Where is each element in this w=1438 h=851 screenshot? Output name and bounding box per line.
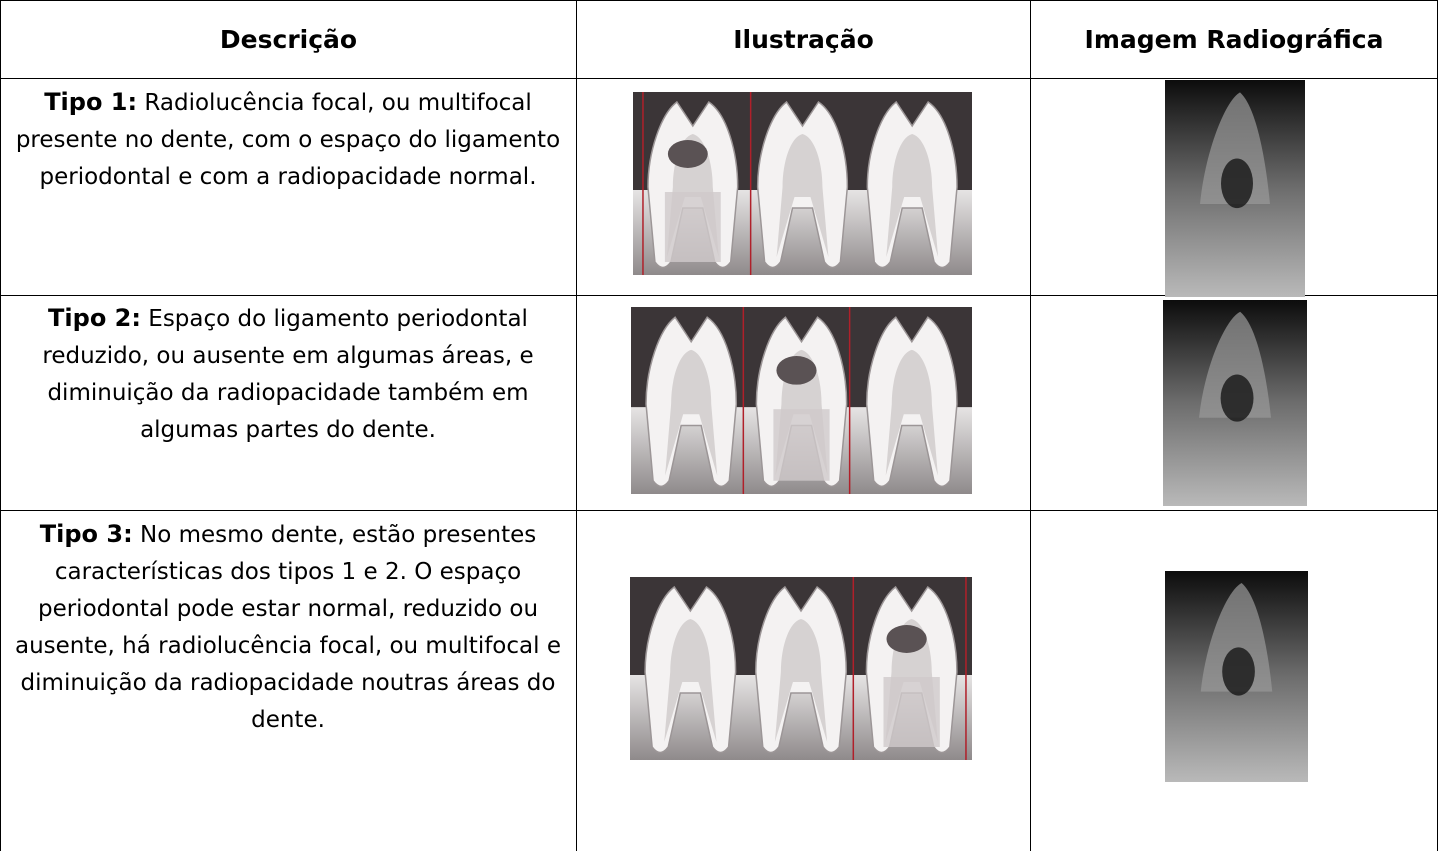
pulp bbox=[885, 349, 938, 476]
description: Tipo 2: Espaço do ligamento periodontal … bbox=[4, 300, 572, 449]
pulp bbox=[665, 349, 718, 476]
pulp bbox=[776, 134, 829, 257]
resorption bbox=[883, 677, 940, 747]
tooth-shadow bbox=[1200, 583, 1273, 692]
type-label: Tipo 3: bbox=[39, 520, 133, 548]
radiograph bbox=[1165, 80, 1305, 297]
illustration bbox=[630, 577, 972, 760]
lesion-shadow bbox=[1222, 647, 1255, 696]
illustration bbox=[633, 92, 972, 275]
type-text: Espaço do ligamento periodontal reduzido… bbox=[42, 306, 534, 443]
border bbox=[0, 78, 1438, 79]
type-text: No mesmo dente, estão presentes caracter… bbox=[15, 522, 561, 733]
illustration bbox=[631, 307, 972, 494]
description: Tipo 1: Radiolucência focal, ou multifoc… bbox=[4, 84, 572, 196]
lesion bbox=[886, 625, 927, 653]
radiograph bbox=[1163, 300, 1307, 506]
lesion-shadow bbox=[1220, 374, 1254, 422]
border bbox=[0, 295, 1438, 296]
pulp bbox=[774, 619, 828, 742]
header-cell: Ilustração bbox=[733, 24, 874, 54]
radiograph bbox=[1165, 571, 1308, 782]
border bbox=[1030, 0, 1031, 851]
lesion bbox=[667, 140, 708, 168]
border bbox=[0, 0, 1, 851]
tooth-shadow bbox=[1200, 92, 1270, 204]
header-cell: Imagem Radiográfica bbox=[1084, 24, 1384, 54]
description: Tipo 3: No mesmo dente, estão presentes … bbox=[4, 516, 572, 739]
border bbox=[576, 0, 577, 851]
lesion-shadow bbox=[1221, 158, 1253, 209]
border bbox=[0, 0, 1438, 1]
lesion bbox=[776, 356, 817, 385]
type-text: Radiolucência focal, ou multifocal prese… bbox=[15, 90, 561, 190]
type-label: Tipo 1: bbox=[44, 88, 138, 116]
type-label: Tipo 2: bbox=[48, 304, 141, 332]
resorption bbox=[773, 409, 830, 481]
pulp bbox=[664, 619, 717, 742]
header-cell: Descrição bbox=[219, 24, 358, 54]
border bbox=[0, 510, 1438, 511]
pulp bbox=[886, 134, 939, 257]
tooth-shadow bbox=[1199, 311, 1271, 418]
resorption bbox=[664, 192, 721, 262]
